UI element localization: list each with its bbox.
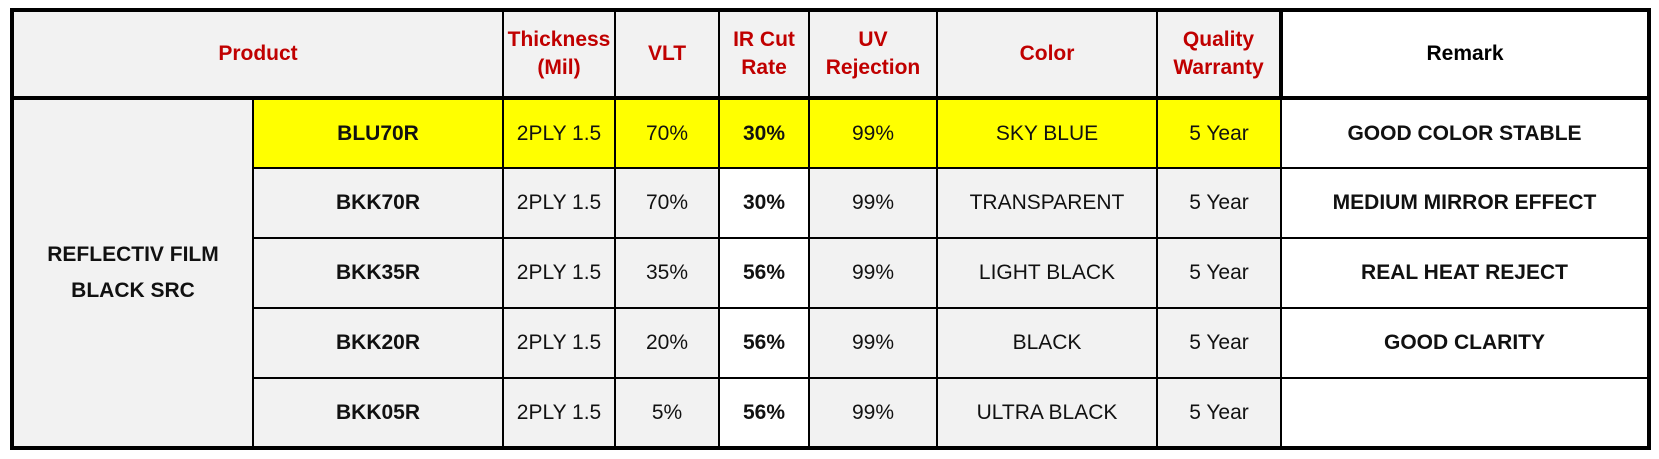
product-group-line1: REFLECTIV FILM — [47, 243, 219, 266]
vlt-cell: 35% — [614, 237, 720, 309]
table-row: REFLECTIV FILM BLACK SRC BLU70R 2PLY 1.5 70%… — [11, 97, 1650, 449]
warranty-cell: 5 Year — [1156, 307, 1282, 379]
vlt-cell: 70% — [614, 167, 720, 239]
uv-rejection-cell: 99% — [808, 377, 938, 449]
header-quality-warranty: Quality Warranty — [1156, 9, 1282, 100]
table-row: BKK20R 2PLY 1.5 20% 56% 99% BLACK 5 Year GOOD C… — [12, 307, 1650, 379]
header-remark: Remark — [1279, 9, 1650, 100]
model-cell: BLU70R — [252, 97, 504, 169]
uv-rejection-cell: 99% — [808, 97, 938, 169]
header-warranty-line1: Quality — [1182, 28, 1255, 51]
thickness-cell: 2PLY 1.5 — [502, 307, 616, 379]
model-cell: BKK35R — [252, 237, 504, 309]
header-vlt: VLT — [614, 9, 720, 100]
uv-rejection-cell: 99% — [808, 307, 938, 379]
color-cell: ULTRA BLACK — [936, 377, 1158, 449]
remark-cell: GOOD COLOR STABLE — [1280, 97, 1650, 169]
warranty-cell: 5 Year — [1156, 97, 1282, 169]
table-row: BKK05R 2PLY 1.5 5% 56% 99% ULTRA BLACK 5 Year — [12, 377, 1650, 449]
uv-rejection-cell: 99% — [808, 167, 938, 239]
vlt-cell: 5% — [614, 377, 720, 449]
warranty-cell: 5 Year — [1156, 377, 1282, 449]
thickness-cell: 2PLY 1.5 — [502, 97, 616, 169]
thickness-cell: 2PLY 1.5 — [502, 237, 616, 309]
header-uv-line2: Rejection — [825, 56, 921, 79]
header-row: Product Thickness (Mil) VLT IR Cut Rate UV… — [11, 9, 1650, 100]
color-cell: TRANSPARENT — [936, 167, 1158, 239]
header-thickness-line1: Thickness — [507, 28, 611, 51]
product-group-line2: BLACK SRC — [71, 279, 195, 302]
header-warranty-line2: Warranty — [1173, 56, 1264, 79]
ir-cut-rate-cell: 30% — [718, 167, 810, 239]
uv-rejection-cell: 99% — [808, 237, 938, 309]
remark-cell: REAL HEAT REJECT — [1280, 237, 1650, 309]
header-ir-cut-rate: IR Cut Rate — [718, 9, 810, 100]
color-cell: LIGHT BLACK — [936, 237, 1158, 309]
table-header: Product Thickness (Mil) VLT IR Cut Rate UV… — [11, 9, 1650, 100]
table-row: BKK70R 2PLY 1.5 70% 30% 99% TRANSPARENT 5 Year… — [12, 167, 1650, 239]
header-uv-line1: UV — [858, 28, 888, 51]
header-uv-rejection: UV Rejection — [808, 9, 938, 100]
remark-cell: GOOD CLARITY — [1280, 307, 1650, 379]
warranty-cell: 5 Year — [1156, 237, 1282, 309]
header-ir-line1: IR Cut — [733, 28, 795, 51]
product-group-cell: REFLECTIV FILM BLACK SRC — [11, 97, 254, 449]
table-body: REFLECTIV FILM BLACK SRC BLU70R 2PLY 1.5 70%… — [11, 97, 1650, 449]
model-cell: BKK20R — [252, 307, 504, 379]
model-cell: BKK70R — [252, 167, 504, 239]
header-product: Product — [11, 9, 504, 100]
vlt-cell: 20% — [614, 307, 720, 379]
color-cell: SKY BLUE — [936, 97, 1158, 169]
header-color: Color — [936, 9, 1158, 100]
model-cell: BKK05R — [252, 377, 504, 449]
table-row: BKK35R 2PLY 1.5 35% 56% 99% LIGHT BLACK 5 Year… — [12, 237, 1650, 309]
ir-cut-rate-cell: 56% — [718, 377, 810, 449]
remark-cell — [1280, 377, 1650, 449]
header-thickness: Thickness (Mil) — [502, 9, 616, 100]
thickness-cell: 2PLY 1.5 — [502, 377, 616, 449]
vlt-cell: 70% — [614, 97, 720, 169]
warranty-cell: 5 Year — [1156, 167, 1282, 239]
ir-cut-rate-cell: 56% — [718, 237, 810, 309]
header-thickness-line2: (Mil) — [537, 56, 581, 79]
remark-cell: MEDIUM MIRROR EFFECT — [1280, 167, 1650, 239]
header-ir-line2: Rate — [741, 56, 787, 79]
ir-cut-rate-cell: 56% — [718, 307, 810, 379]
product-spec-table: Product Thickness (Mil) VLT IR Cut Rate UV… — [10, 8, 1651, 450]
thickness-cell: 2PLY 1.5 — [502, 167, 616, 239]
color-cell: BLACK — [936, 307, 1158, 379]
ir-cut-rate-cell: 30% — [718, 97, 810, 169]
